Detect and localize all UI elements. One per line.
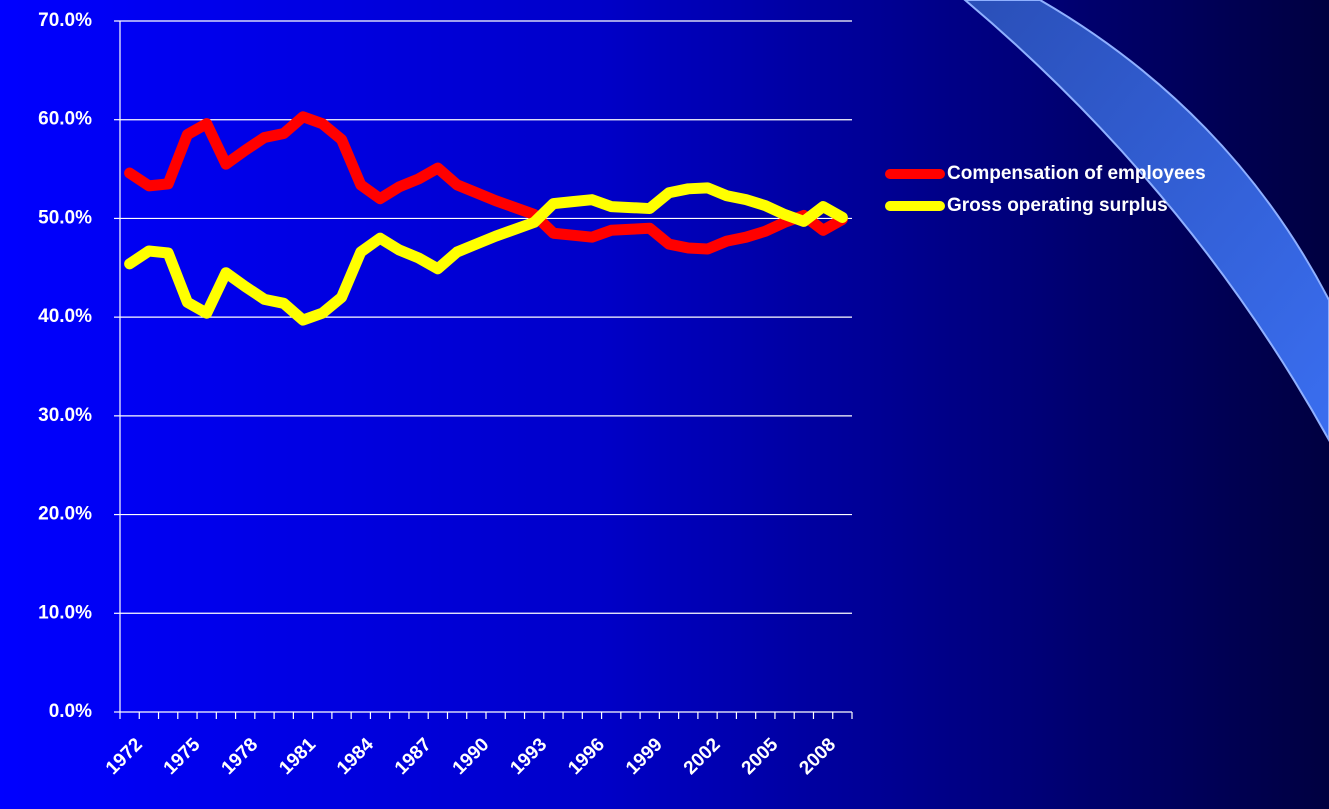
series-line xyxy=(124,182,848,326)
y-tick-label: 10.0% xyxy=(38,602,92,623)
legend-label: Compensation of employees xyxy=(947,163,1206,184)
y-tick-label: 30.0% xyxy=(38,405,92,426)
y-tick-label: 50.0% xyxy=(38,207,92,228)
y-tick-label: 70.0% xyxy=(38,10,92,31)
y-tick-label: 20.0% xyxy=(38,504,92,525)
y-tick-label: 40.0% xyxy=(38,306,92,327)
y-tick-label: 0.0% xyxy=(49,701,92,722)
series-line xyxy=(124,111,848,255)
y-tick-label: 60.0% xyxy=(38,109,92,130)
legend-label: Gross operating surplus xyxy=(947,195,1168,216)
